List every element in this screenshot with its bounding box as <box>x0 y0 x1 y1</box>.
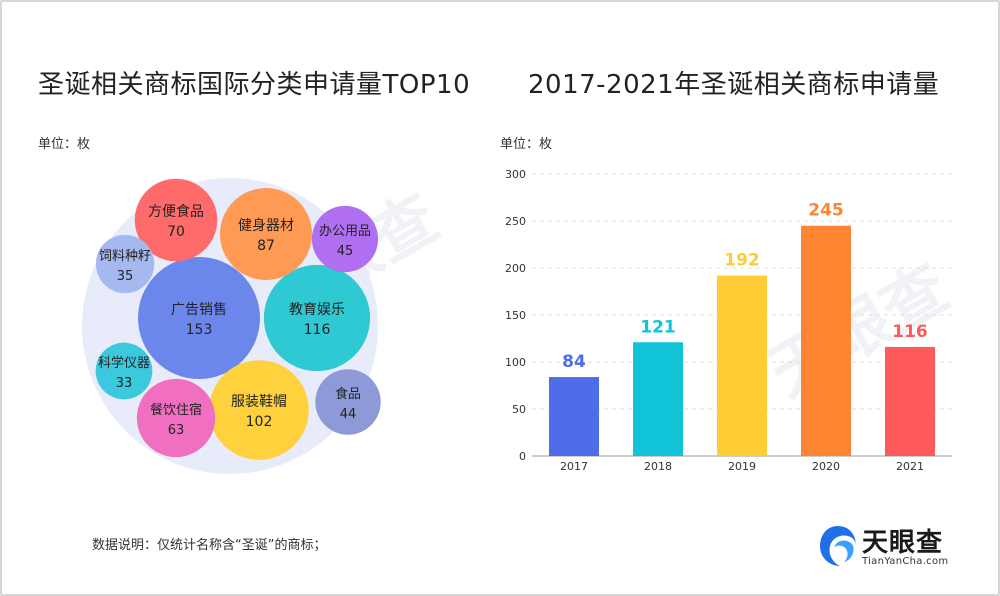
bubble-10 <box>95 342 153 400</box>
bubble-8 <box>315 369 381 435</box>
bubble-label: 服装鞋帽 <box>231 394 287 410</box>
bubble-value: 45 <box>337 244 354 259</box>
y-tick-label: 200 <box>505 262 526 275</box>
logo-url: TianYanCha.com <box>862 556 949 567</box>
data-note: 数据说明：仅统计名称含“圣诞”的商标； <box>92 538 327 553</box>
y-tick-label: 0 <box>519 450 526 463</box>
bar-value-label: 192 <box>724 251 760 271</box>
x-tick-label: 2020 <box>812 460 840 473</box>
bubble-label: 餐饮住宿 <box>150 402 202 418</box>
bubble-value: 153 <box>186 322 213 338</box>
bubble-5 <box>134 178 218 262</box>
bubble-1 <box>138 257 260 379</box>
bubble-3 <box>209 360 309 460</box>
bar-2021 <box>885 346 935 456</box>
bubble-label: 食品 <box>335 386 361 402</box>
x-tick-label: 2019 <box>728 460 756 473</box>
bubble-7 <box>311 205 379 273</box>
x-tick-label: 2021 <box>896 460 924 473</box>
bar-2017 <box>549 377 599 456</box>
bubble-label: 教育娱乐 <box>289 302 345 318</box>
bubble-value: 116 <box>304 322 331 338</box>
bar-2018 <box>633 342 683 456</box>
bar-chart-title: 2017-2021年圣诞相关商标申请量 <box>528 70 940 100</box>
bar-2020 <box>801 225 851 456</box>
y-tick-label: 250 <box>505 215 526 228</box>
x-tick-label: 2018 <box>644 460 672 473</box>
logo-name: 天眼查 <box>862 528 944 558</box>
x-tick-label: 2017 <box>560 460 588 473</box>
bubble-label: 广告销售 <box>171 302 227 318</box>
y-tick-label: 300 <box>505 168 526 181</box>
bar-2019 <box>717 275 767 456</box>
bubble-2 <box>263 264 371 372</box>
bar-value-label: 121 <box>640 317 676 337</box>
bubble-value: 44 <box>340 407 357 422</box>
bubble-label: 方便食品 <box>148 203 204 220</box>
bubble-value: 33 <box>116 376 133 391</box>
bubble-value: 102 <box>246 414 273 430</box>
logo-mark-icon <box>820 526 856 566</box>
y-tick-label: 100 <box>505 356 526 369</box>
bubble-label: 饲料种籽 <box>99 249 151 264</box>
bar-value-label: 84 <box>562 352 586 372</box>
y-tick-label: 50 <box>512 403 526 416</box>
bubble-value: 35 <box>117 269 134 284</box>
bar-value-label: 116 <box>892 322 928 342</box>
bubble-value: 87 <box>257 238 275 254</box>
bubble-6 <box>136 378 216 458</box>
bubble-value: 63 <box>168 423 185 438</box>
y-tick-label: 150 <box>505 309 526 322</box>
bubble-label: 科学仪器 <box>98 355 150 371</box>
bubble-value: 70 <box>167 224 185 240</box>
bubble-9 <box>95 234 155 294</box>
bubble-chart-title: 圣诞相关商标国际分类申请量TOP10 <box>38 70 471 100</box>
bar-chart-unit: 单位：枚 <box>500 137 553 152</box>
bubble-label: 办公用品 <box>319 224 371 239</box>
bubble-label: 健身器材 <box>238 218 294 234</box>
tianyancha-logo: 天眼查 TianYanCha.com <box>818 522 968 572</box>
bubble-chart: 广告销售 153 教育娱乐 116 服装鞋帽 102 健身器材 87 方便食品 70 餐饮住宿 63 办… <box>82 178 381 474</box>
bubble-4 <box>220 188 312 280</box>
bar-value-label: 245 <box>808 201 844 221</box>
bar-chart: 0 50 100 150 200 250 300 84 2017 121 2018 192 2019 24… <box>505 168 952 473</box>
bubble-chart-unit: 单位：枚 <box>38 137 91 152</box>
